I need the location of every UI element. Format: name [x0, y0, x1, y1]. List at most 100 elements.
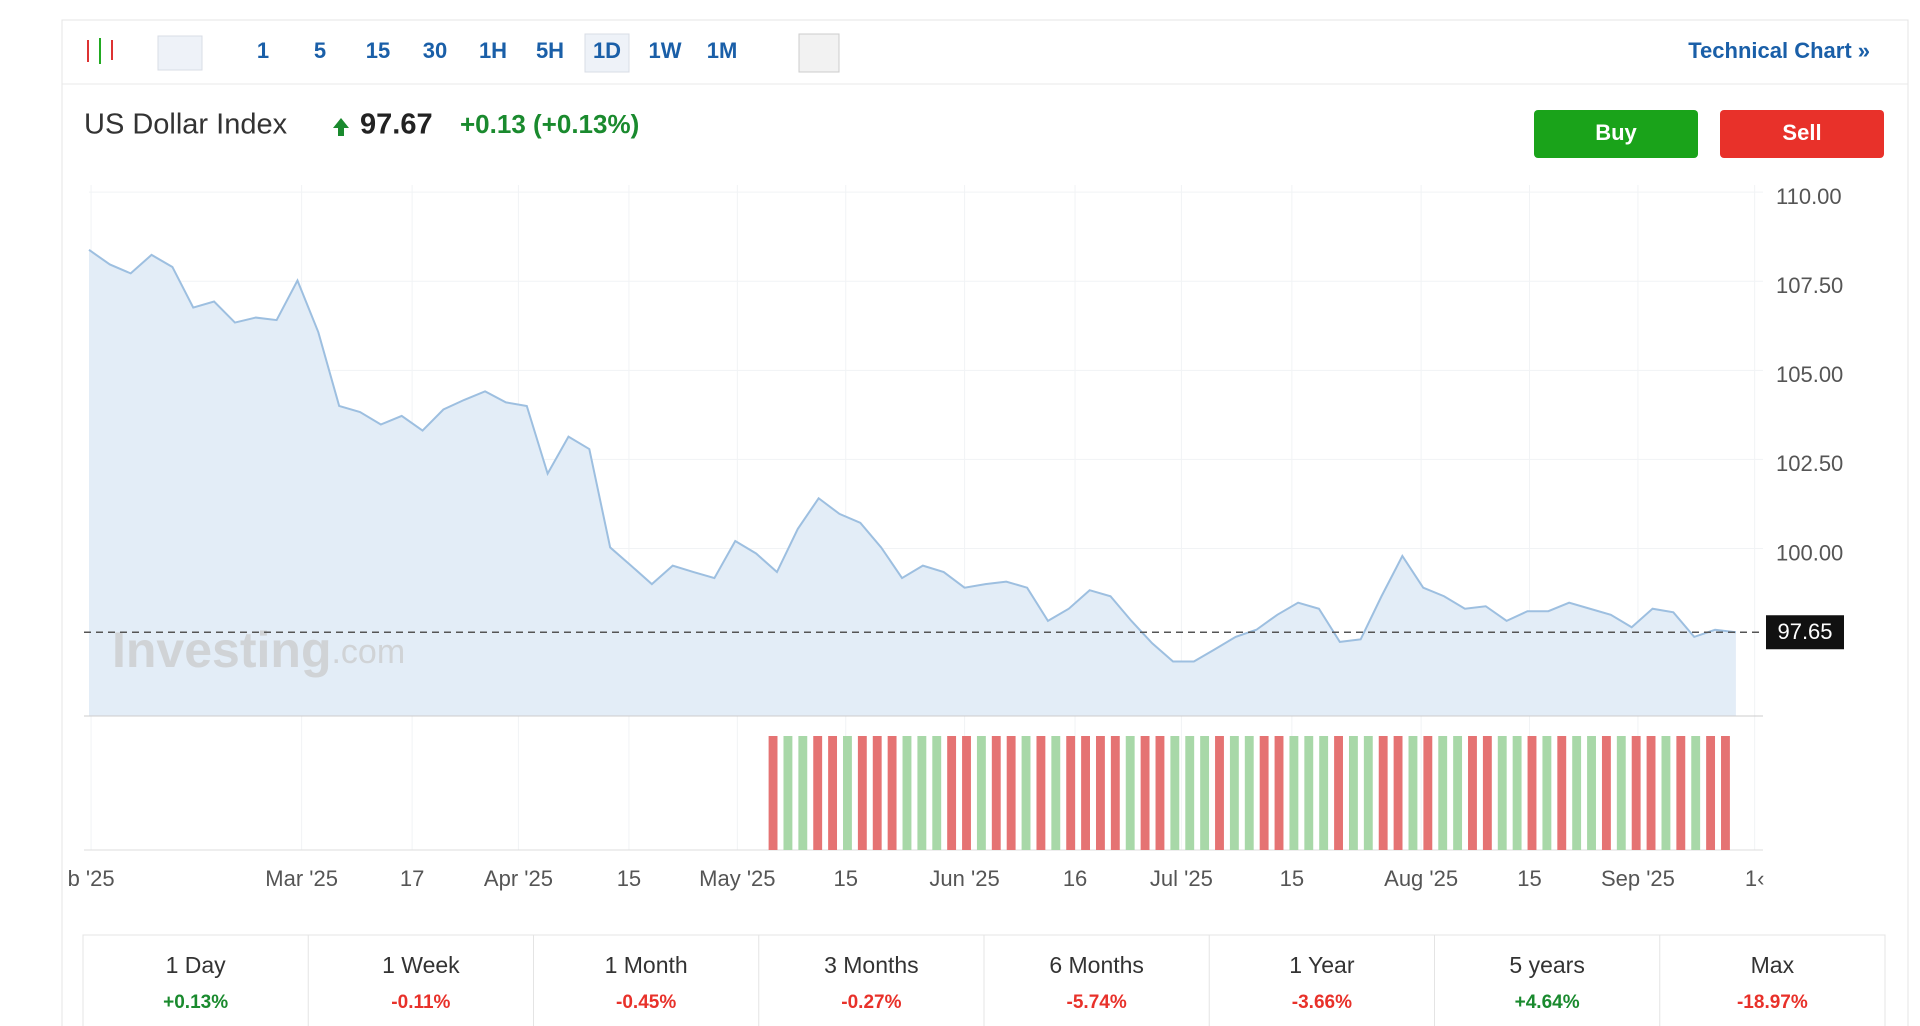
volume-bar — [1408, 736, 1418, 850]
sell-label[interactable]: Sell — [1782, 120, 1821, 145]
area-fill — [89, 249, 1736, 716]
volume-bar — [1110, 736, 1120, 850]
x-tick-label: 16 — [1063, 866, 1087, 891]
volume-bar — [1423, 736, 1433, 850]
volume-bar — [1661, 736, 1671, 850]
volume-bar — [902, 736, 912, 850]
x-tick-label: 15 — [1517, 866, 1541, 891]
interval[interactable]: 1W — [649, 38, 682, 63]
interval[interactable]: 5 — [314, 38, 326, 63]
y-tick-label: 100.00 — [1776, 540, 1843, 565]
x-tick-label: Apr '25 — [484, 866, 553, 891]
period[interactable]: 3 Months — [824, 952, 919, 978]
x-tick-label: Jun '25 — [929, 866, 999, 891]
interval[interactable]: 30 — [423, 38, 447, 63]
layout-icon[interactable] — [798, 33, 840, 73]
volume-bar — [872, 736, 882, 850]
interval[interactable]: 1 — [257, 38, 269, 63]
volume-bar — [1095, 736, 1105, 850]
volume-bar — [1497, 736, 1507, 850]
sell-button[interactable] — [1720, 110, 1884, 158]
watermark-main: Investing — [112, 622, 331, 678]
last-price-label: 97.65 — [1777, 619, 1832, 644]
volume-bar — [1691, 736, 1701, 850]
interval[interactable]: 1D — [593, 38, 621, 63]
period-change: -0.45% — [616, 992, 676, 1013]
volume-bar — [1572, 736, 1582, 850]
x-tick-label: May '25 — [699, 866, 775, 891]
volume-bar — [1304, 736, 1314, 850]
line-icon[interactable] — [157, 35, 203, 71]
x-tick-label: Jul '25 — [1150, 866, 1213, 891]
x-tick-label: Mar '25 — [265, 866, 338, 891]
x-tick-label: 15 — [1280, 866, 1304, 891]
active-interval — [584, 33, 630, 73]
buy-label[interactable]: Buy — [1595, 120, 1637, 145]
volume-bar — [1646, 736, 1656, 850]
x-tick-label: 1‹ — [1745, 866, 1765, 891]
x-tick-label: Sep '25 — [1601, 866, 1675, 891]
volume-bar — [1289, 736, 1299, 850]
volume-bar — [1393, 736, 1403, 850]
volume-bar — [1721, 736, 1730, 850]
period-change: -0.11% — [391, 992, 450, 1013]
period[interactable]: 1 Week — [382, 952, 460, 978]
volume-bar — [1215, 736, 1224, 850]
period[interactable]: 1 Month — [605, 952, 688, 978]
price: 97.67 — [360, 109, 433, 141]
interval[interactable]: 15 — [366, 38, 390, 63]
period-change: -5.74% — [1067, 992, 1127, 1013]
y-tick-label: 102.50 — [1776, 451, 1843, 476]
volume-bar — [947, 736, 957, 850]
volume-bar — [1438, 736, 1448, 850]
volume-bar — [1200, 736, 1210, 850]
volume-bar — [1482, 736, 1492, 850]
volume-bar — [1557, 736, 1567, 850]
period-change: -3.66% — [1292, 992, 1352, 1013]
volume-bar — [1140, 736, 1150, 850]
period[interactable]: 1 Day — [166, 952, 227, 978]
volume-bar — [1319, 736, 1329, 850]
y-tick-label: 105.00 — [1776, 362, 1843, 387]
volume-bar — [1036, 736, 1046, 850]
x-tick-label: 15 — [833, 866, 857, 891]
interval[interactable]: 1M — [707, 38, 738, 63]
volume-bar — [768, 736, 778, 850]
interval[interactable]: 5H — [536, 38, 564, 63]
candle-icon[interactable] — [87, 38, 113, 64]
x-tick-label: 15 — [617, 866, 641, 891]
volume-bar — [962, 736, 971, 850]
period-change: +4.64% — [1515, 992, 1580, 1013]
volume-bar — [1066, 736, 1076, 850]
volume-bar — [1334, 736, 1343, 850]
volume-bar — [1601, 736, 1611, 850]
volume-bar — [1021, 736, 1031, 850]
period[interactable]: 1 Year — [1289, 952, 1355, 978]
volume-bar — [1125, 736, 1135, 850]
period[interactable]: Max — [1751, 952, 1795, 978]
price-change: +0.13 (+0.13%) — [460, 109, 639, 139]
technical-chart-link[interactable]: Technical Chart » — [1688, 38, 1870, 63]
buy-button[interactable] — [1534, 110, 1698, 158]
price-line — [88, 249, 1737, 663]
volume-bar — [887, 736, 897, 850]
y-tick-label: 107.50 — [1776, 273, 1843, 298]
volume-bar — [1363, 736, 1373, 850]
period[interactable]: 6 Months — [1049, 952, 1144, 978]
volume-bar — [1512, 736, 1522, 850]
x-tick-label: b '25 — [68, 866, 115, 891]
volume-bar — [843, 736, 852, 850]
volume-bar — [1259, 736, 1269, 850]
x-tick-label: Aug '25 — [1384, 866, 1458, 891]
interval[interactable]: 1H — [479, 38, 507, 63]
volume-bar — [857, 736, 867, 850]
volume-bar — [1468, 736, 1477, 850]
y-tick-label: 110.00 — [1776, 184, 1842, 209]
volume-bar — [1378, 736, 1388, 850]
volume-bar — [1706, 736, 1716, 850]
volume-bar — [1587, 736, 1596, 850]
last-price-box — [1766, 615, 1844, 650]
period[interactable]: 5 years — [1509, 952, 1584, 978]
volume-bar — [783, 736, 793, 850]
